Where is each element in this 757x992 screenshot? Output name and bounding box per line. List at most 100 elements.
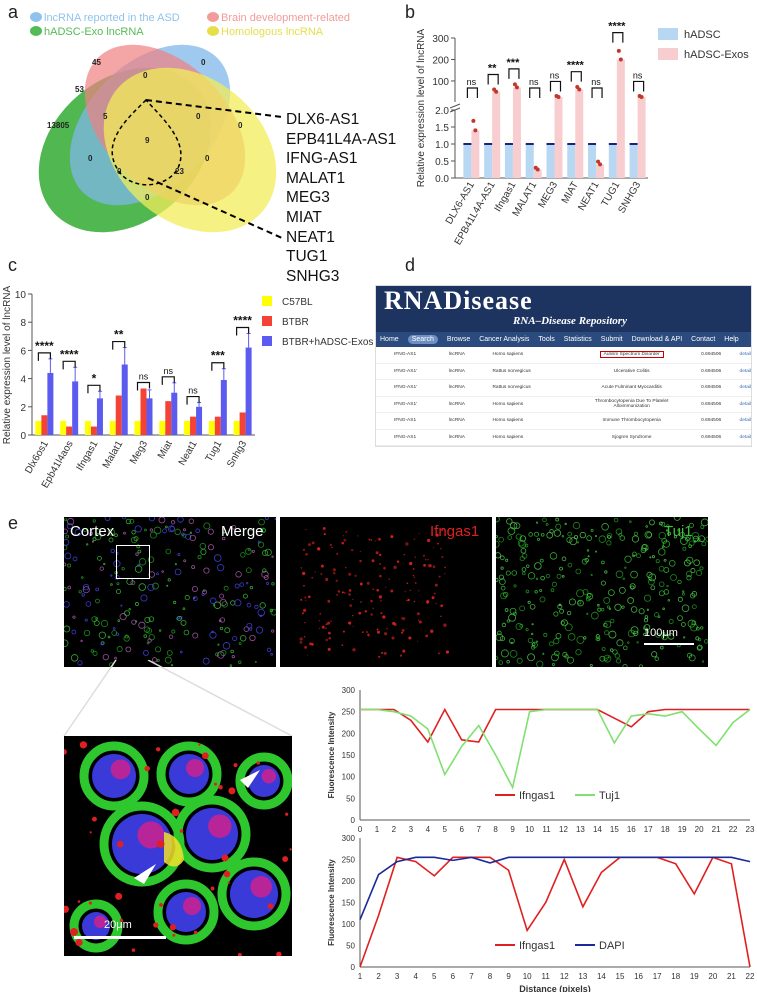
y-tick-label: 6 — [20, 346, 26, 357]
signal — [352, 598, 354, 600]
series-line-dapi — [359, 856, 751, 921]
micrograph-tuj1: Tuj1 100μm — [496, 517, 708, 667]
cell — [120, 604, 123, 607]
cell — [239, 634, 247, 642]
cell — [165, 548, 172, 555]
signal — [327, 621, 331, 625]
cell — [93, 620, 100, 627]
cell — [91, 616, 98, 623]
cell — [496, 535, 499, 539]
x-tick-label: 7 — [469, 972, 474, 981]
x-tick-label: 3 — [395, 972, 400, 981]
cell — [701, 660, 705, 663]
cell — [542, 652, 545, 655]
signal — [401, 628, 405, 632]
nav-item-tools[interactable]: Tools — [538, 336, 555, 343]
x-tick-label: 8 — [488, 972, 493, 981]
signal — [380, 611, 383, 615]
cell — [673, 535, 678, 539]
bar-hADSC — [567, 144, 576, 178]
detail-link[interactable]: detail — [739, 434, 751, 440]
cell — [677, 596, 683, 602]
table-cell: IFNG-AS1 — [394, 352, 417, 358]
table-cell: Homo sapiens — [492, 434, 524, 440]
signal — [427, 558, 429, 561]
signal — [198, 743, 201, 746]
signal — [221, 854, 229, 862]
cell — [191, 565, 196, 569]
bar-hADSC — [463, 144, 472, 178]
sig-label: *** — [507, 57, 521, 69]
table-cell: 0.694506 — [701, 434, 722, 440]
signal — [364, 610, 367, 613]
venn-callout-line — [147, 177, 283, 239]
signal — [366, 581, 370, 585]
legend-label: DAPI — [599, 940, 625, 952]
cell — [692, 535, 699, 542]
signal — [349, 604, 353, 608]
cell — [148, 616, 155, 622]
detail-link[interactable]: detail — [739, 352, 751, 358]
y-tick-label: 300 — [432, 34, 449, 45]
x-tick-label: 16 — [634, 972, 643, 981]
detail-link[interactable]: detail — [739, 401, 751, 407]
signal — [376, 628, 379, 631]
cell — [688, 540, 695, 547]
signal — [359, 582, 363, 586]
signal — [357, 535, 359, 537]
cell — [630, 626, 639, 635]
venn-callout-line — [145, 99, 283, 118]
bar-BTBR+hADSC-Exos — [47, 372, 54, 435]
detail-link[interactable]: detail — [739, 418, 751, 424]
cell — [498, 578, 506, 586]
nav-item-statistics[interactable]: Statistics — [563, 336, 592, 343]
nav-item-submit[interactable]: Submit — [600, 336, 623, 343]
detail-link[interactable]: detail — [739, 368, 751, 374]
signal — [348, 593, 351, 596]
nav-item-browse[interactable]: Browse — [446, 336, 471, 343]
cell — [498, 536, 505, 543]
signal — [342, 535, 344, 537]
cell — [114, 574, 120, 580]
cell — [649, 519, 655, 526]
signal — [131, 948, 136, 952]
nav-item-help[interactable]: Help — [724, 336, 739, 343]
venn-count: 0 — [205, 154, 210, 163]
x-axis-label: Distance (pixels) — [519, 984, 591, 992]
cell — [658, 581, 665, 588]
cell — [662, 607, 665, 611]
nav-item-search[interactable]: Search — [407, 335, 438, 344]
cell — [573, 535, 579, 540]
table-cell: Homo sapiens — [492, 418, 524, 424]
x-tick-label: Miat — [156, 439, 175, 461]
nav-item-cancer-analysis[interactable]: Cancer Analysis — [479, 336, 530, 343]
cell — [651, 651, 658, 658]
signal — [393, 565, 397, 569]
sig-label: ** — [488, 62, 497, 74]
detail-link[interactable]: detail — [739, 385, 751, 391]
sig-label: ns — [633, 70, 643, 80]
x-tick-label: 15 — [616, 972, 625, 981]
sig-bracket — [211, 362, 225, 371]
cell — [70, 654, 79, 662]
cell — [518, 540, 527, 549]
bar-hADSC — [546, 144, 555, 178]
scale-label-100: 100μm — [644, 627, 678, 639]
sig-bracket — [633, 80, 645, 92]
signal — [372, 607, 374, 610]
cell — [95, 528, 101, 534]
cell — [560, 619, 568, 627]
signal — [403, 553, 406, 556]
nav-item-home[interactable]: Home — [380, 336, 399, 343]
nav-item-contact[interactable]: Contact — [691, 336, 716, 343]
signal — [433, 592, 436, 595]
legend-label: BTBR — [282, 317, 309, 328]
cell — [65, 534, 70, 539]
cell — [189, 534, 196, 542]
cell — [82, 586, 90, 594]
cell — [64, 528, 68, 535]
nav-item-download-api[interactable]: Download & API — [631, 336, 683, 343]
cell — [95, 598, 100, 604]
signal — [153, 922, 159, 928]
